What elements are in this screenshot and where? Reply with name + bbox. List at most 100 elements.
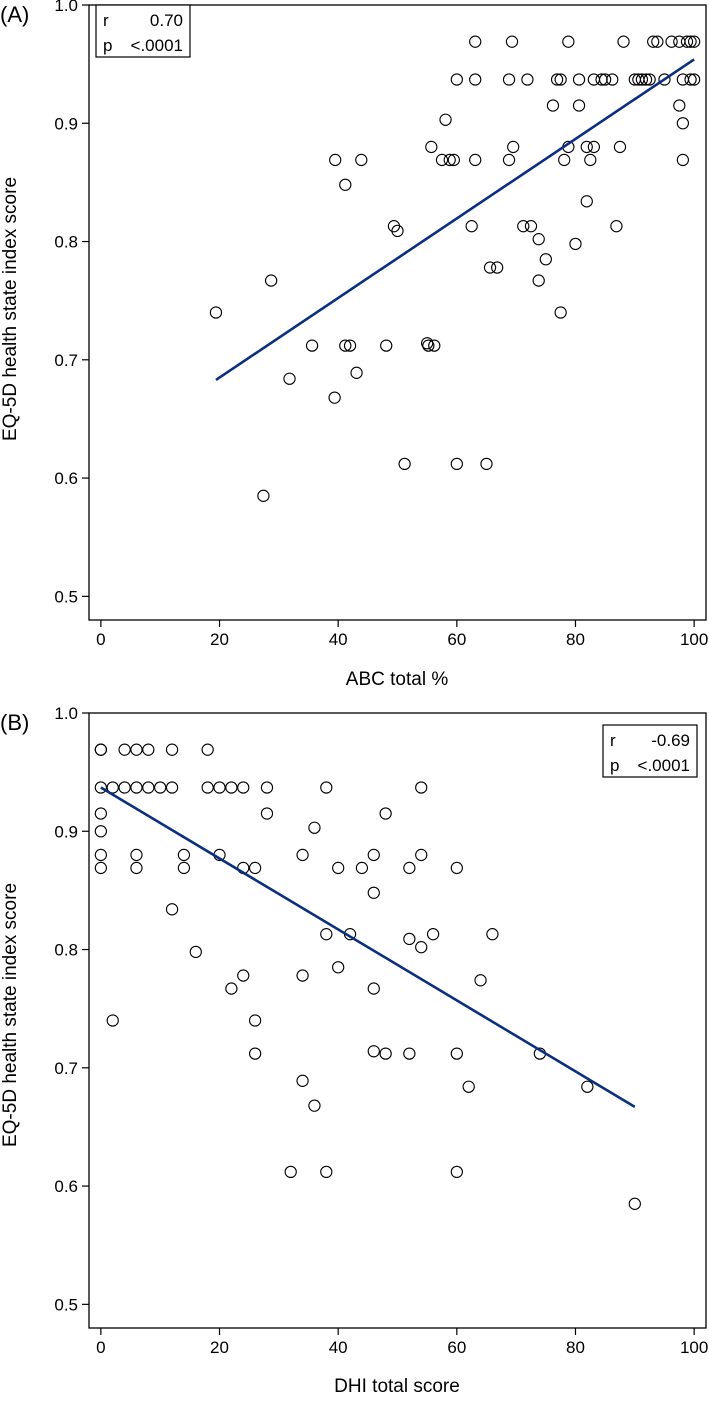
panel-b-data-point [403,932,416,946]
panel-a-data-point [643,73,656,86]
panel-b-x-tick-label: 80 [566,1338,585,1357]
panel-b-data-point [248,1014,262,1027]
panel-b-data-point [177,861,191,875]
panel-b-y-tick-label: 0.5 [54,1295,78,1314]
panel-a-x-tick-label: 60 [447,630,466,649]
panel-b-data-point [260,781,274,794]
panel-b-data-point [94,781,108,794]
panel-a-data-point [569,237,582,251]
panel-a-data-point [469,73,482,86]
panel-a-y-tick-label: 0.6 [54,469,78,488]
panel-b-data-point [332,861,345,875]
panel-b-data-point [94,861,108,875]
panel-a-data-point [684,73,697,86]
panel-b-x-tick-label: 100 [680,1338,708,1357]
panel-a-data-point [598,73,612,86]
panel-a-data-point [562,35,575,48]
panel-a-data-point [380,339,393,352]
panel-a-data-point [421,337,434,350]
panel-b-y-tick-label: 0.7 [54,1059,78,1078]
panel-b-x-tick-label: 60 [447,1338,466,1357]
panel-b-data-point [225,781,238,794]
panel-a-data-point [610,220,623,233]
panel-a-data-point [350,366,363,379]
panel-a-plot-frame [88,4,707,621]
panel-a-x-axis: 0 20 40 60 80 100 [96,620,708,649]
panel-a-data-point [428,339,441,352]
panel-a-data-point [443,153,456,167]
panel-a-y-tick-label: 0.8 [54,233,78,252]
panel-b-data-point [189,945,202,959]
panel-a-data-point [580,140,593,154]
panel-b-data-point [426,928,440,941]
panel-b-data-point [284,1165,297,1179]
panel-a-x-tick-label: 0 [96,630,105,649]
panel-b-stats-box: r -0.69 p <.0001 [602,724,698,778]
panel-b-data-point [450,1165,463,1179]
panel-b-data-point [118,781,131,794]
panel-b-data-point [260,807,274,820]
panel-a-data-point [687,73,701,86]
panel-b-data-point [225,982,238,995]
panel-a-y-axis: 0.5 0.6 0.7 0.8 0.9 1.0 [54,0,89,606]
panel-a-data-point [532,274,545,287]
panel-b-data-point [142,743,155,756]
panel-b-data-point [237,781,250,794]
panel-a-data-point [639,73,653,86]
panel-a-y-axis-label: EQ-5D health state index score [0,177,21,441]
panel-a-data-point [209,306,223,319]
panel-a-data-point [502,153,516,167]
panel-a-data-point [264,274,278,287]
panel-a-data-point [572,73,586,86]
panel-a-points [209,35,701,502]
panel-a-data-point [680,35,694,48]
panel-a-data-point [283,372,296,385]
panel-a-data-point [469,35,482,48]
panel-a-data-point [524,220,538,233]
panel-a-data-point [339,178,352,191]
panel-a-x-tick-label: 40 [329,630,348,649]
panel-a-data-point [391,224,404,238]
panel-a-data-point [558,153,571,167]
panel-a-y-tick-label: 0.5 [54,587,78,606]
panel-a-data-point [502,73,516,86]
panel-a-data-point [676,117,690,130]
panel-b-data-point [367,848,380,862]
panel-b-data-point [130,781,143,794]
panel-a-stats-frame [95,4,191,58]
panel-a-data-point [606,73,619,86]
panel-a-data-point [554,73,567,86]
panel-b-data-point [367,886,380,899]
panel-a-x-tick-label: 80 [566,630,585,649]
panel-b-y-tick-label: 0.9 [54,822,78,841]
panel-a-data-point [572,99,586,112]
panel-b-data-point [320,781,333,794]
panel-a-data-point [617,35,630,48]
panel-b-data-point [118,743,131,756]
panel-a-data-point [435,153,449,167]
panel-b-data-point [320,928,333,941]
panel-b-data-point [628,1197,641,1210]
panel-a-data-point [439,113,452,126]
panel-b-x-tick-label: 0 [96,1338,105,1357]
panel-a-x-tick-label: 100 [680,630,708,649]
panel-b-points [94,743,641,1210]
panel-b-data-point [296,969,309,982]
panel-a-data-point [684,35,697,48]
panel-b-data-point [94,807,108,820]
panel-b-stats-frame [602,724,698,778]
panel-b-data-point [379,1047,392,1060]
panel-a-data-point [469,153,482,167]
panel-b-data-point [201,743,214,756]
panel-b-data-point [355,861,369,875]
panel-b-p-label: p [610,756,619,775]
panel-b-data-point [308,821,321,834]
panel-b-data-point [177,848,191,862]
panel-b: (B) EQ-5D health state index score 0.50.… [0,704,708,1397]
panel-a-data-point [505,35,519,48]
panel-b-data-point [581,1080,594,1093]
panel-b-r-value: -0.69 [651,731,690,750]
panel-a-data-point [425,140,438,154]
panel-a-data-point [329,153,342,167]
panel-b-data-point [94,825,108,838]
